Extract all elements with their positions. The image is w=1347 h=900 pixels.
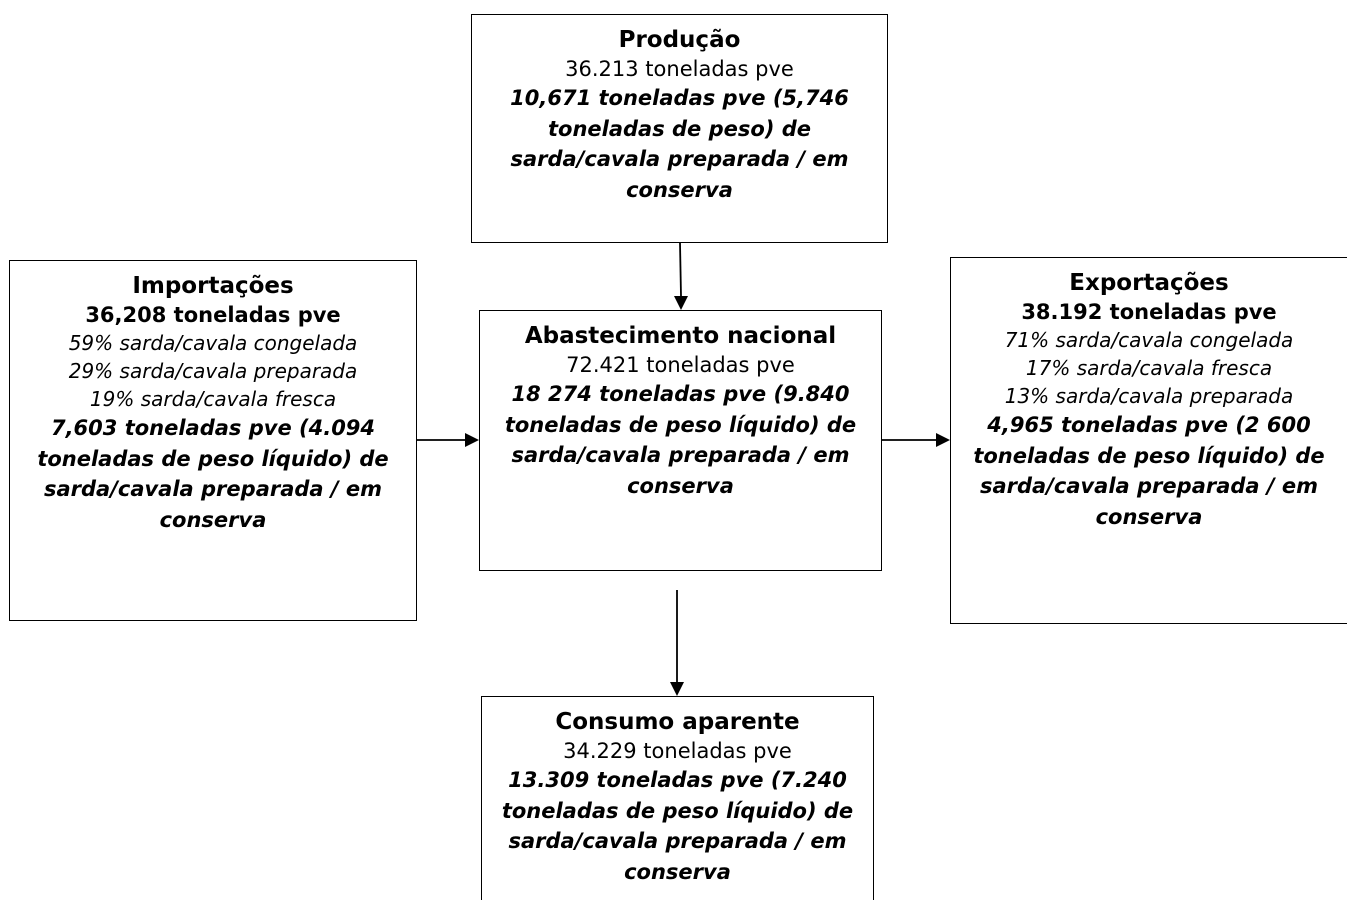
exportacoes-prepared-line: 4,965 toneladas pve (2 600	[987, 413, 1311, 437]
producao-title: Produção	[618, 27, 741, 53]
producao-total: 36.213 toneladas pve	[565, 57, 794, 81]
arrow-producao-to-abastecimento	[679, 242, 682, 297]
consumo-prepared-line: sarda/cavala preparada / em	[508, 829, 847, 853]
consumo-prepared-line: toneladas de peso líquido) de	[501, 798, 854, 823]
abastecimento-title: Abastecimento nacional	[524, 323, 837, 349]
importacoes-share: 59% sarda/cavala congelada	[68, 331, 358, 355]
importacoes-share: 19% sarda/cavala fresca	[89, 387, 337, 411]
exportacoes-title: Exportações	[1069, 270, 1229, 296]
importacoes-title: Importações	[132, 273, 294, 299]
consumo-total: 34.229 toneladas pve	[563, 739, 792, 763]
exportacoes-box: Exportações 38.192 toneladas pve 71% sar…	[950, 257, 1347, 624]
producao-prepared-line: sarda/cavala preparada / em	[510, 147, 849, 171]
consumo-box: Consumo aparente 34.229 toneladas pve 13…	[481, 696, 874, 900]
importacoes-prepared-line: conserva	[159, 507, 267, 532]
exportacoes-share: 71% sarda/cavala congelada	[1004, 328, 1294, 352]
importacoes-box: Importações 36,208 toneladas pve 59% sar…	[9, 260, 417, 621]
abastecimento-box: Abastecimento nacional 72.421 toneladas …	[479, 310, 882, 571]
importacoes-total: 36,208 toneladas pve	[85, 303, 341, 327]
producao-box: Produção 36.213 toneladas pve 10,671 ton…	[471, 14, 888, 243]
consumo-prepared-line: 13.309 toneladas pve (7.240	[508, 768, 847, 792]
exportacoes-prepared-line: sarda/cavala preparada / em	[979, 474, 1319, 498]
abastecimento-prepared-line: toneladas de peso líquido) de	[504, 412, 857, 437]
abastecimento-total: 72.421 toneladas pve	[566, 353, 795, 377]
importacoes-prepared-line: toneladas de peso líquido) de	[37, 446, 389, 471]
exportacoes-share: 17% sarda/cavala fresca	[1025, 356, 1273, 380]
abastecimento-prepared-line: sarda/cavala preparada / em	[511, 443, 850, 467]
consumo-title: Consumo aparente	[555, 709, 800, 735]
arrowhead	[465, 433, 479, 447]
importacoes-prepared-line: sarda/cavala preparada / em	[43, 477, 383, 501]
arrowhead	[936, 433, 950, 447]
abastecimento-prepared-line: conserva	[627, 473, 734, 498]
consumo-prepared-line: conserva	[624, 859, 731, 884]
exportacoes-share: 13% sarda/cavala preparada	[1004, 384, 1294, 408]
abastecimento-prepared-line: 18 274 toneladas pve (9.840	[511, 382, 850, 406]
exportacoes-total: 38.192 toneladas pve	[1021, 300, 1277, 324]
exportacoes-prepared-line: conserva	[1095, 504, 1203, 529]
arrowhead	[670, 682, 684, 696]
exportacoes-prepared-line: toneladas de peso líquido) de	[973, 443, 1325, 468]
arrowhead	[674, 296, 688, 310]
importacoes-prepared-line: 7,603 toneladas pve (4.094	[50, 416, 376, 440]
producao-prepared-line: 10,671 toneladas pve (5,746	[510, 86, 849, 110]
producao-prepared-line: conserva	[626, 177, 733, 202]
producao-prepared-line: toneladas de peso) de	[547, 116, 811, 141]
importacoes-share: 29% sarda/cavala preparada	[68, 359, 358, 383]
